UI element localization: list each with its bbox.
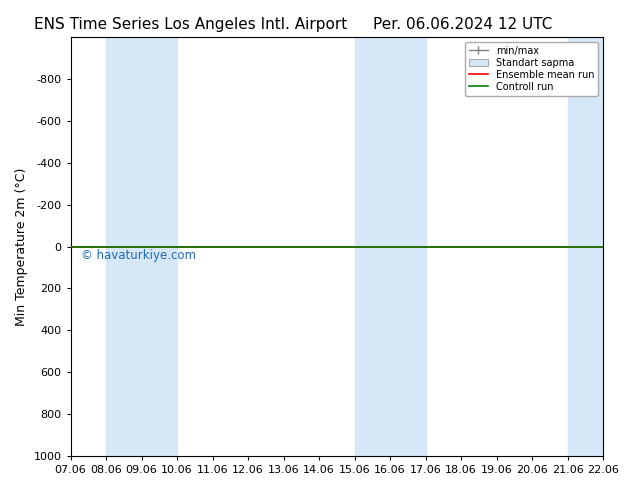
Text: © havaturkiye.com: © havaturkiye.com [81, 248, 197, 262]
Bar [106, 37, 177, 456]
Text: Per. 06.06.2024 12 UTC: Per. 06.06.2024 12 UTC [373, 17, 552, 32]
Text: ENS Time Series Los Angeles Intl. Airport: ENS Time Series Los Angeles Intl. Airpor… [34, 17, 347, 32]
Legend: min/max, Standart sapma, Ensemble mean run, Controll run: min/max, Standart sapma, Ensemble mean r… [465, 42, 598, 96]
Y-axis label: Min Temperature 2m (°C): Min Temperature 2m (°C) [15, 167, 28, 326]
Bar [567, 37, 603, 456]
Bar [354, 37, 425, 456]
